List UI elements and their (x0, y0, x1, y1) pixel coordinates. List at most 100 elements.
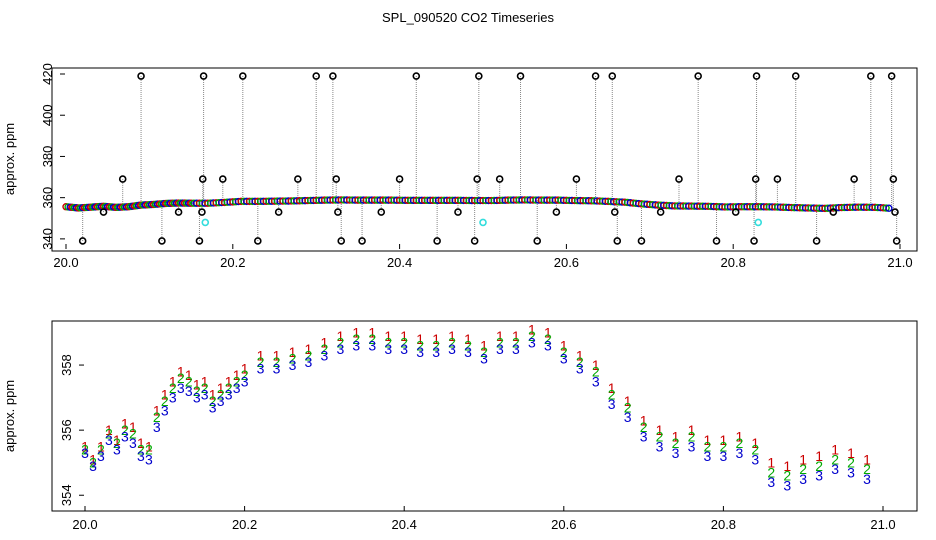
outlier-point (812, 237, 821, 245)
series-2-label: 2 (560, 344, 568, 360)
bottom-x-tick-label: 20.2 (232, 517, 257, 532)
series-3-label: 3 (847, 464, 855, 480)
series-3-label: 3 (105, 432, 113, 448)
series-2-label: 2 (145, 442, 153, 458)
series-3-label: 3 (576, 360, 584, 376)
outlier-point (656, 208, 665, 216)
outlier-point (470, 237, 479, 245)
series-2-label: 2 (97, 442, 105, 458)
series-2-label: 2 (815, 458, 823, 474)
outlier-point (675, 175, 683, 183)
series-1-label: 1 (121, 416, 129, 432)
series-1-label: 1 (767, 455, 775, 471)
bottom-x-tick-label: 21.0 (870, 517, 895, 532)
series-2-label: 2 (209, 393, 217, 409)
series-2-label: 2 (624, 399, 632, 415)
outlier-point (591, 72, 600, 80)
series-1-label: 1 (672, 429, 680, 445)
series-1-label: 1 (97, 438, 105, 454)
outlier-point (294, 175, 302, 183)
series-3-label: 3 (201, 386, 209, 402)
top-x-axis: 20.0 20.2 20.4 20.6 20.8 21.0 (53, 244, 913, 270)
top-x-tick-label: 20.4 (387, 255, 412, 270)
series-3-label: 3 (137, 448, 145, 464)
outlier-point (337, 237, 346, 245)
series-2-label: 2 (751, 442, 759, 458)
series-3-label: 3 (177, 380, 185, 396)
outlier-point (712, 237, 721, 245)
series-2-label: 2 (177, 370, 185, 386)
bottom-x-axis: 20.0 20.2 20.4 20.6 20.8 21.0 (72, 506, 896, 532)
outlier-point (195, 237, 204, 245)
series-2-label: 2 (640, 419, 648, 435)
series-2-label: 2 (735, 435, 743, 451)
series-2-label: 2 (608, 386, 616, 402)
series-2-label: 2 (81, 442, 89, 458)
series-2-label: 2 (305, 347, 313, 363)
outlier-point (329, 72, 337, 80)
series-2-label: 2 (368, 331, 376, 347)
outlier-point (892, 237, 901, 245)
series-2-label: 2 (384, 334, 392, 350)
series-3-label: 3 (448, 341, 456, 357)
series-2-label: 2 (799, 461, 807, 477)
series-3-label: 3 (751, 451, 759, 467)
series-3-label: 3 (193, 390, 201, 406)
series-2-label: 2 (480, 344, 488, 360)
series-2-label: 2 (704, 438, 712, 454)
top-y-axis: 340 360 380 400 420 (40, 63, 65, 250)
top-plot-frame (51, 67, 918, 252)
series-2-label: 2 (432, 338, 440, 354)
series-2-label: 2 (105, 425, 113, 441)
series-1-label: 1 (105, 422, 113, 438)
series-1-label: 1 (209, 386, 217, 402)
series-1-label: 1 (137, 435, 145, 451)
series-3-label: 3 (496, 341, 504, 357)
series-1-label: 1 (783, 458, 791, 474)
series-2-label: 2 (831, 451, 839, 467)
series-2-label: 2 (321, 341, 329, 357)
series-2-label: 2 (185, 373, 193, 389)
series-3-label: 3 (209, 399, 217, 415)
series-3-label: 3 (241, 373, 249, 389)
series-3-label: 3 (799, 471, 807, 487)
series-3-label: 3 (815, 468, 823, 484)
outlier-point (610, 208, 619, 216)
series-1-label: 1 (624, 393, 632, 409)
series-1-label: 1 (608, 380, 616, 396)
series-1-label: 1 (145, 438, 153, 454)
outlier-point (78, 237, 87, 245)
series-2-label: 2 (576, 354, 584, 370)
series-2-label: 2 (672, 435, 680, 451)
series-1-label: 1 (81, 438, 89, 454)
outlier-point (495, 175, 504, 183)
outlier-point (850, 175, 858, 183)
series-2-label: 2 (688, 429, 696, 445)
series-3-label: 3 (352, 338, 360, 354)
outlier-point (395, 175, 404, 183)
outlier-point (412, 72, 421, 80)
series-1-label: 1 (273, 347, 281, 363)
series-3-label: 3 (336, 341, 344, 357)
series-2-label: 2 (847, 455, 855, 471)
series-3-label: 3 (560, 351, 568, 367)
series-2-label: 2 (863, 461, 871, 477)
series-2-label: 2 (352, 331, 360, 347)
bottom-y-tick-label: 354 (59, 484, 74, 506)
outlier-point (332, 175, 341, 183)
series-1-label: 1 (193, 377, 201, 393)
series-1-label: 1 (384, 328, 392, 344)
outlier-point (377, 208, 386, 216)
outlier-point (773, 175, 782, 183)
series-2-label: 2 (153, 409, 161, 425)
series-3-label: 3 (289, 357, 297, 373)
series-1-label: 1 (368, 325, 376, 341)
series-3-label: 3 (672, 445, 680, 461)
series-3-label: 3 (217, 393, 225, 409)
series-2-label: 2 (544, 331, 552, 347)
outlier-point (198, 175, 207, 183)
outlier-point (731, 208, 740, 216)
series-3-label: 3 (185, 383, 193, 399)
